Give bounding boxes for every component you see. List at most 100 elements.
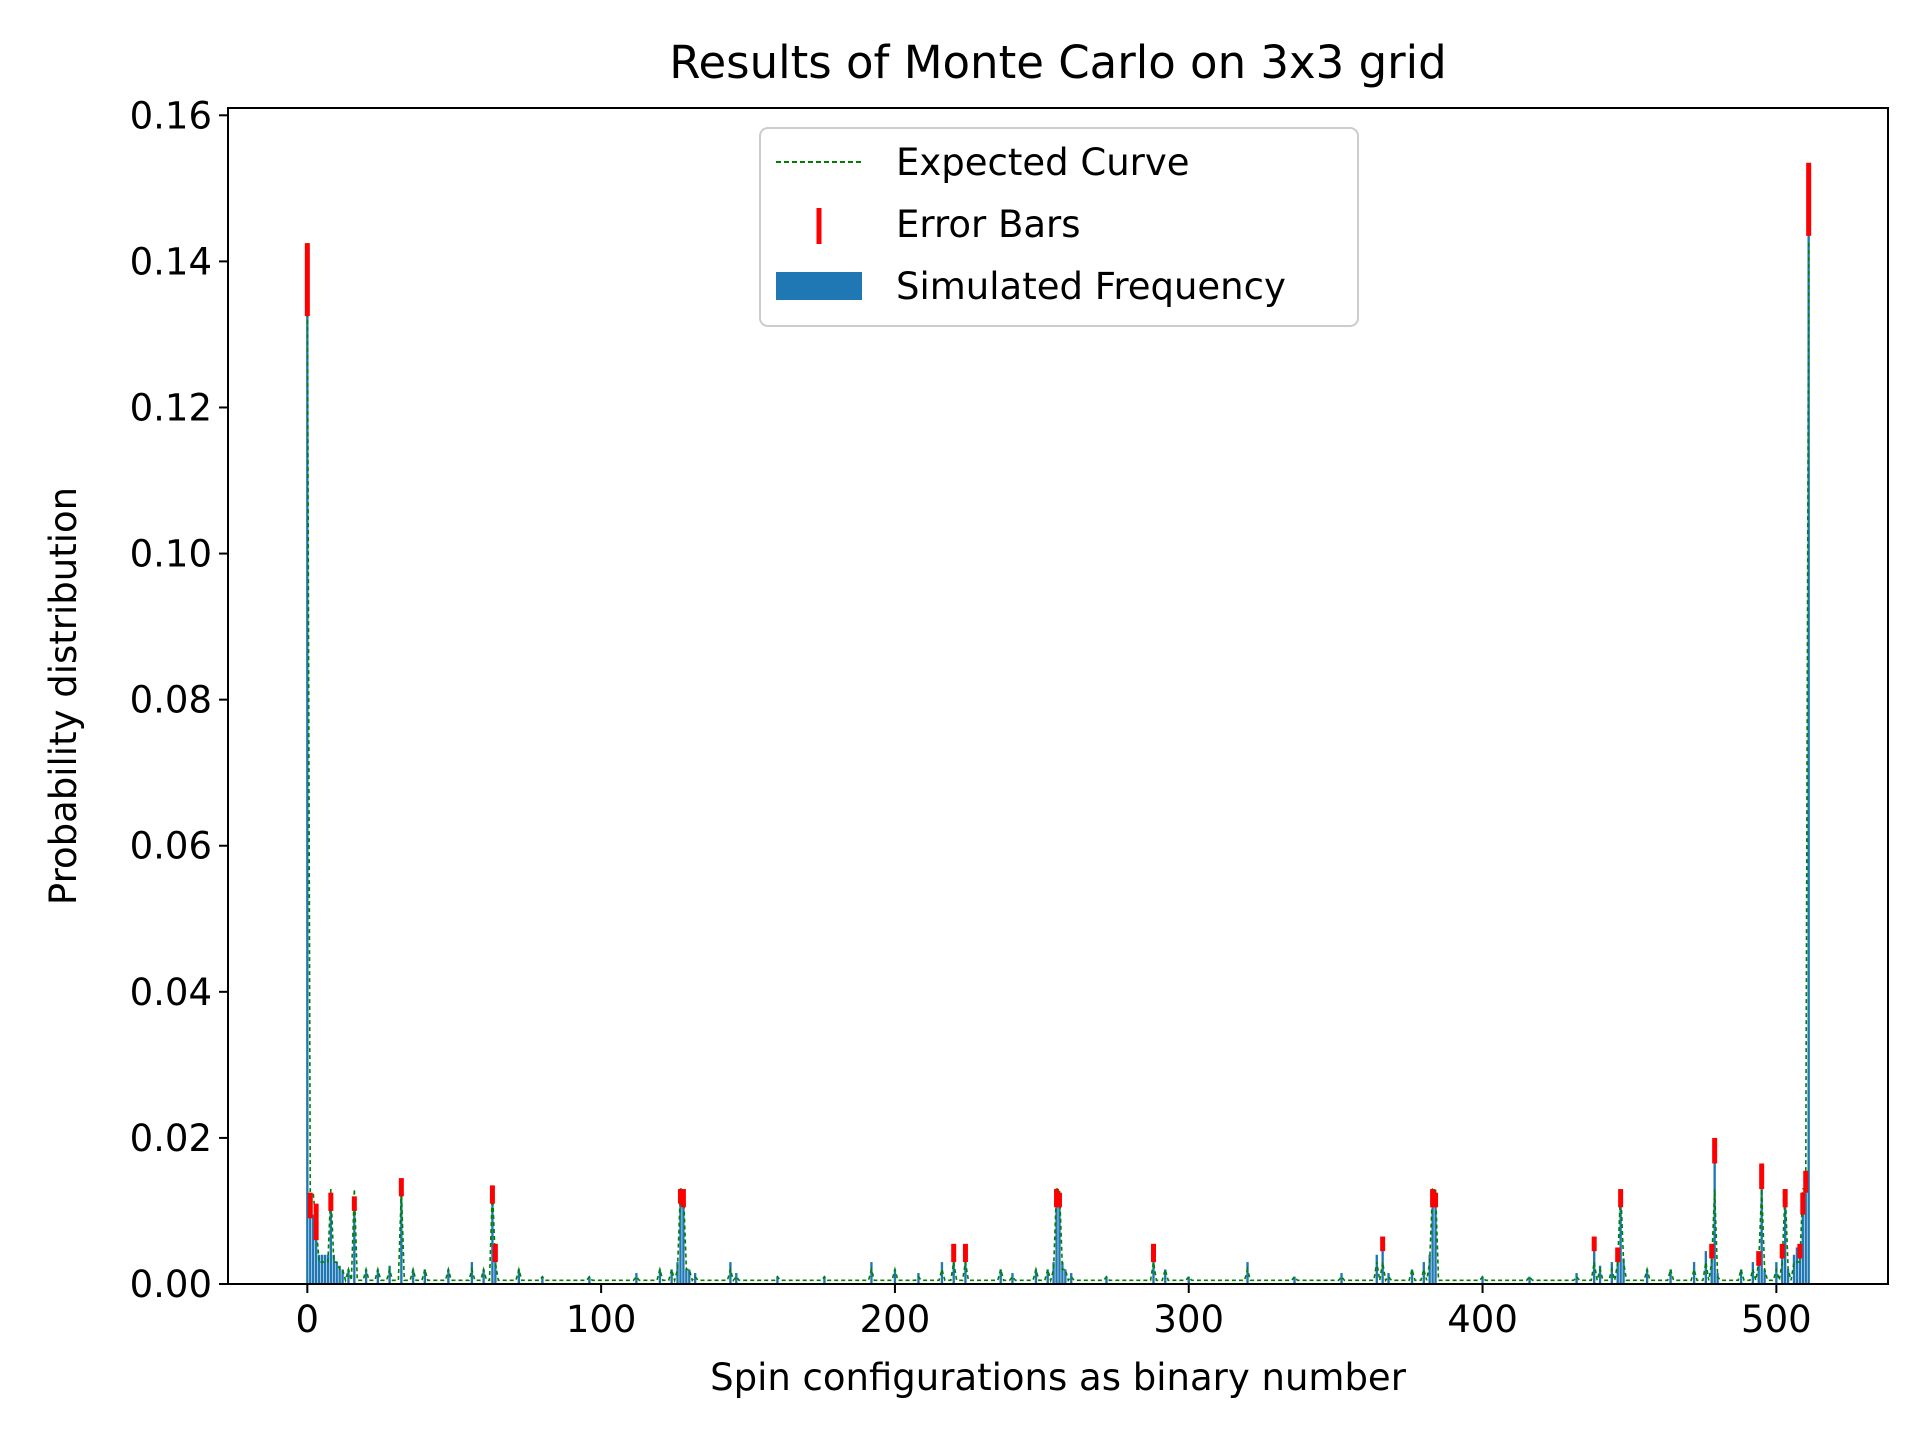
bar bbox=[1058, 1200, 1061, 1284]
x-axis-title: Spin configurations as binary number bbox=[710, 1356, 1407, 1399]
bar bbox=[1528, 1276, 1531, 1284]
bar bbox=[1422, 1262, 1425, 1284]
bar bbox=[964, 1254, 967, 1284]
bar bbox=[1792, 1254, 1796, 1284]
y-tick-label: 0.10 bbox=[130, 533, 212, 576]
expected-curve-line bbox=[306, 243, 1810, 1284]
bar bbox=[447, 1269, 450, 1284]
bar bbox=[309, 1203, 312, 1284]
bar bbox=[1070, 1273, 1073, 1284]
bar bbox=[1434, 1200, 1437, 1284]
bar bbox=[1187, 1276, 1190, 1284]
bar bbox=[314, 1225, 318, 1284]
y-tick-label: 0.02 bbox=[130, 1117, 212, 1160]
bar bbox=[1807, 202, 1810, 1284]
bar bbox=[1034, 1269, 1038, 1284]
bar bbox=[323, 1254, 327, 1284]
plot-area bbox=[304, 162, 1812, 1285]
bar bbox=[1410, 1269, 1414, 1284]
x-tick-label: 0 bbox=[296, 1298, 320, 1341]
legend-swatch-bars bbox=[776, 272, 862, 300]
bar bbox=[1011, 1273, 1014, 1284]
bar bbox=[682, 1203, 685, 1284]
bar bbox=[893, 1269, 897, 1284]
bar bbox=[1246, 1262, 1249, 1284]
bar bbox=[1757, 1254, 1760, 1284]
bar bbox=[1775, 1262, 1778, 1284]
bar bbox=[1798, 1247, 1802, 1284]
bar bbox=[776, 1276, 779, 1284]
bar bbox=[917, 1273, 920, 1284]
bar bbox=[870, 1262, 873, 1284]
bar bbox=[676, 1262, 679, 1284]
bar bbox=[494, 1254, 497, 1284]
bar bbox=[1105, 1276, 1108, 1284]
x-tick-label: 300 bbox=[1153, 1298, 1224, 1341]
bar bbox=[1293, 1276, 1296, 1284]
bar bbox=[1598, 1265, 1602, 1284]
bar bbox=[1428, 1254, 1431, 1284]
bar bbox=[688, 1269, 691, 1284]
bar bbox=[658, 1269, 662, 1284]
bar bbox=[1481, 1276, 1484, 1284]
x-tick-label: 200 bbox=[860, 1298, 931, 1341]
bar bbox=[1575, 1273, 1578, 1284]
y-tick-label: 0.12 bbox=[130, 386, 212, 429]
bar bbox=[952, 1254, 955, 1284]
bar bbox=[1786, 1269, 1790, 1284]
legend: Expected Curve Error Bars Simulated Freq… bbox=[759, 127, 1359, 327]
bar bbox=[729, 1262, 732, 1284]
bar bbox=[491, 1192, 494, 1284]
bar bbox=[1622, 1258, 1625, 1284]
bar bbox=[376, 1269, 380, 1284]
bar bbox=[1431, 1200, 1434, 1284]
bar bbox=[1760, 1181, 1763, 1284]
bar bbox=[317, 1254, 321, 1284]
legend-label-errorbar: Error Bars bbox=[896, 203, 1081, 246]
bar bbox=[423, 1269, 427, 1284]
x-tick-label: 100 bbox=[566, 1298, 637, 1341]
bar bbox=[517, 1269, 521, 1284]
bar bbox=[482, 1269, 485, 1284]
bar bbox=[1804, 1181, 1807, 1284]
bar bbox=[1751, 1262, 1755, 1284]
bar bbox=[1164, 1269, 1167, 1284]
y-tick-label: 0.16 bbox=[130, 94, 212, 137]
bar bbox=[332, 1254, 335, 1284]
legend-label-curve: Expected Curve bbox=[896, 141, 1190, 184]
bar bbox=[1152, 1254, 1155, 1284]
bar bbox=[1645, 1269, 1649, 1284]
bar bbox=[1716, 1273, 1719, 1284]
bar bbox=[1375, 1254, 1378, 1284]
bar bbox=[1061, 1262, 1064, 1284]
bar bbox=[470, 1262, 474, 1284]
legend-label-bars: Simulated Frequency bbox=[896, 265, 1286, 308]
x-tick-label: 500 bbox=[1741, 1298, 1812, 1341]
bar bbox=[306, 283, 309, 1285]
bar bbox=[320, 1254, 324, 1284]
bar bbox=[1052, 1262, 1055, 1284]
bar bbox=[679, 1196, 682, 1284]
axis-ticks: 0 100 200 300 400 500 0.00 0.02 0.04 0.06 0.08 0.10… bbox=[130, 94, 1812, 1341]
y-tick-label: 0.04 bbox=[130, 971, 212, 1014]
bar bbox=[693, 1273, 697, 1284]
bar bbox=[1801, 1203, 1804, 1284]
y-tick-label: 0.06 bbox=[130, 825, 212, 868]
bar bbox=[670, 1269, 673, 1284]
legend-box bbox=[759, 127, 1359, 327]
bar bbox=[940, 1262, 944, 1284]
bar bbox=[1783, 1196, 1787, 1284]
bar bbox=[1710, 1247, 1713, 1284]
bar bbox=[1713, 1152, 1716, 1284]
bar bbox=[338, 1265, 341, 1284]
bar bbox=[999, 1269, 1002, 1284]
bar bbox=[1616, 1254, 1619, 1284]
bar bbox=[541, 1276, 544, 1284]
bar bbox=[341, 1269, 344, 1284]
y-tick-label: 0.08 bbox=[130, 679, 212, 722]
bar bbox=[685, 1269, 688, 1284]
bar bbox=[411, 1269, 415, 1284]
bar bbox=[347, 1269, 350, 1284]
bar bbox=[1763, 1269, 1766, 1284]
